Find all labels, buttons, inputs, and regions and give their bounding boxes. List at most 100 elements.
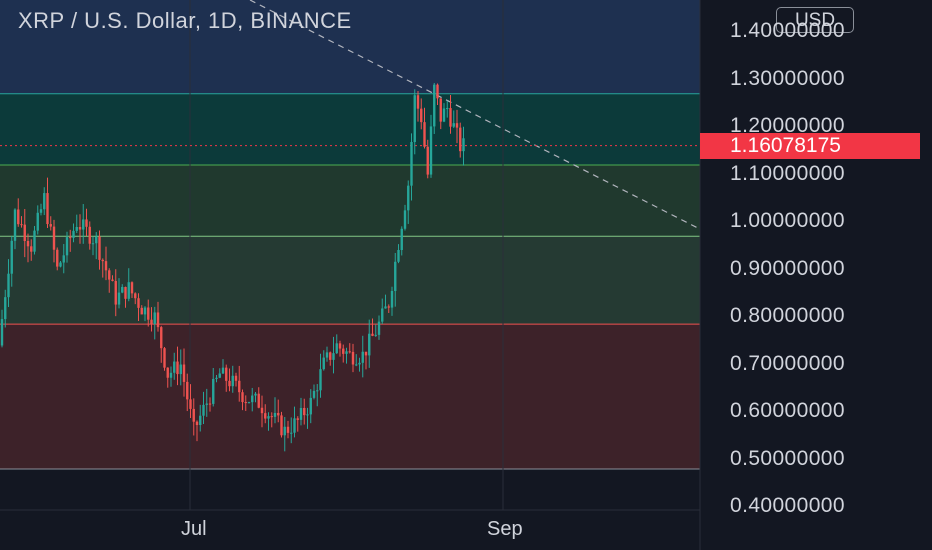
candle-body-91: [296, 418, 299, 420]
candle-body-2: [7, 273, 10, 298]
y-tick-label: 1.10000000: [730, 161, 845, 185]
y-tick-label: 0.70000000: [730, 351, 845, 375]
y-tick-label: 0.80000000: [730, 304, 845, 327]
candle-body-51: [166, 367, 169, 378]
candle-body-53: [173, 361, 176, 373]
candle-body-65: [212, 378, 215, 404]
candle-body-98: [319, 369, 322, 391]
candle-body-13: [43, 193, 46, 210]
candle-body-107: [348, 351, 351, 353]
candle-body-134: [436, 84, 439, 99]
candle-body-123: [400, 228, 403, 250]
candle-body-22: [72, 230, 75, 238]
candle-body-20: [65, 237, 69, 256]
candle-body-8: [26, 240, 30, 247]
candle-body-100: [325, 352, 329, 358]
candle-body-96: [312, 390, 316, 398]
candle-body-109: [355, 364, 358, 366]
candle-body-105: [342, 348, 345, 354]
last-price-badge: 1.16078175: [700, 133, 920, 159]
currency-button[interactable]: USD: [776, 7, 854, 33]
candle-body-117: [381, 308, 384, 322]
candle-body-28: [91, 243, 95, 245]
candle-body-102: [332, 353, 335, 360]
candle-body-41: [134, 293, 137, 299]
candle-body-32: [104, 261, 108, 271]
candle-body-142: [462, 138, 465, 152]
candle-body-86: [280, 415, 283, 436]
candle-body-128: [416, 95, 420, 109]
candle-body-76: [247, 402, 251, 404]
candle-body-103: [335, 343, 338, 354]
candle-body-101: [329, 352, 332, 360]
candle-body-39: [127, 282, 130, 299]
candle-body-139: [452, 123, 455, 127]
candle-body-90: [293, 418, 296, 433]
candle-body-43: [140, 307, 143, 315]
candle-body-70: [228, 380, 231, 387]
x-tick-label: Jul: [181, 518, 207, 540]
candle-body-37: [121, 286, 124, 293]
candle-body-14: [46, 193, 49, 225]
candle-body-34: [111, 279, 114, 281]
candle-body-83: [270, 416, 273, 418]
candle-body-36: [117, 292, 121, 305]
candle-body-95: [309, 397, 312, 415]
candle-body-40: [130, 282, 134, 294]
candle-body-42: [137, 298, 140, 308]
trend-line: [249, 0, 701, 230]
candle-body-55: [179, 364, 182, 375]
candle-body-120: [390, 290, 394, 308]
candle-body-12: [39, 209, 43, 213]
candle-body-84: [273, 412, 277, 417]
candle-body-131: [426, 146, 429, 175]
candle-body-63: [205, 403, 208, 405]
candle-body-60: [195, 421, 199, 426]
candle-body-9: [30, 246, 33, 252]
candle-body-1: [4, 297, 7, 320]
zone-1: [0, 165, 700, 237]
candle-body-67: [218, 373, 221, 378]
candle-body-82: [267, 416, 270, 419]
chart-title: XRP / U.S. Dollar, 1D, BINANCE: [18, 8, 352, 33]
candle-body-68: [221, 367, 225, 374]
candle-body-116: [377, 321, 381, 335]
y-tick-label: 0.60000000: [730, 399, 845, 422]
y-tick-label: 0.50000000: [730, 446, 845, 470]
candle-body-92: [299, 407, 303, 420]
candle-body-23: [75, 227, 78, 231]
candle-body-69: [225, 367, 228, 381]
zone-0: [0, 93, 700, 165]
candle-body-74: [241, 392, 244, 403]
candle-body-88: [286, 426, 290, 433]
candle-body-50: [163, 348, 166, 368]
zone-2: [0, 236, 700, 325]
candle-body-121: [394, 261, 397, 291]
candle-body-11: [36, 212, 39, 231]
candle-body-21: [69, 237, 72, 239]
candle-body-45: [147, 307, 150, 320]
candle-body-75: [244, 402, 247, 404]
candle-body-47: [153, 312, 156, 324]
candle-body-56: [182, 364, 186, 382]
candle-body-126: [410, 142, 413, 186]
candle-body-3: [10, 240, 13, 274]
candle-body-87: [283, 426, 286, 436]
candle-body-141: [459, 127, 462, 152]
candle-body-118: [384, 306, 387, 309]
candle-body-33: [108, 270, 111, 280]
candle-body-15: [49, 224, 52, 227]
candle-body-72: [234, 375, 238, 381]
candle-body-124: [403, 210, 407, 229]
candle-body-31: [101, 259, 104, 262]
candle-body-38: [124, 286, 127, 299]
candle-body-113: [368, 333, 371, 356]
candle-body-54: [176, 361, 179, 375]
candle-body-97: [316, 390, 319, 392]
candle-body-25: [82, 219, 85, 230]
candle-body-30: [98, 236, 101, 260]
candle-body-133: [433, 84, 436, 127]
candle-body-57: [186, 381, 189, 400]
